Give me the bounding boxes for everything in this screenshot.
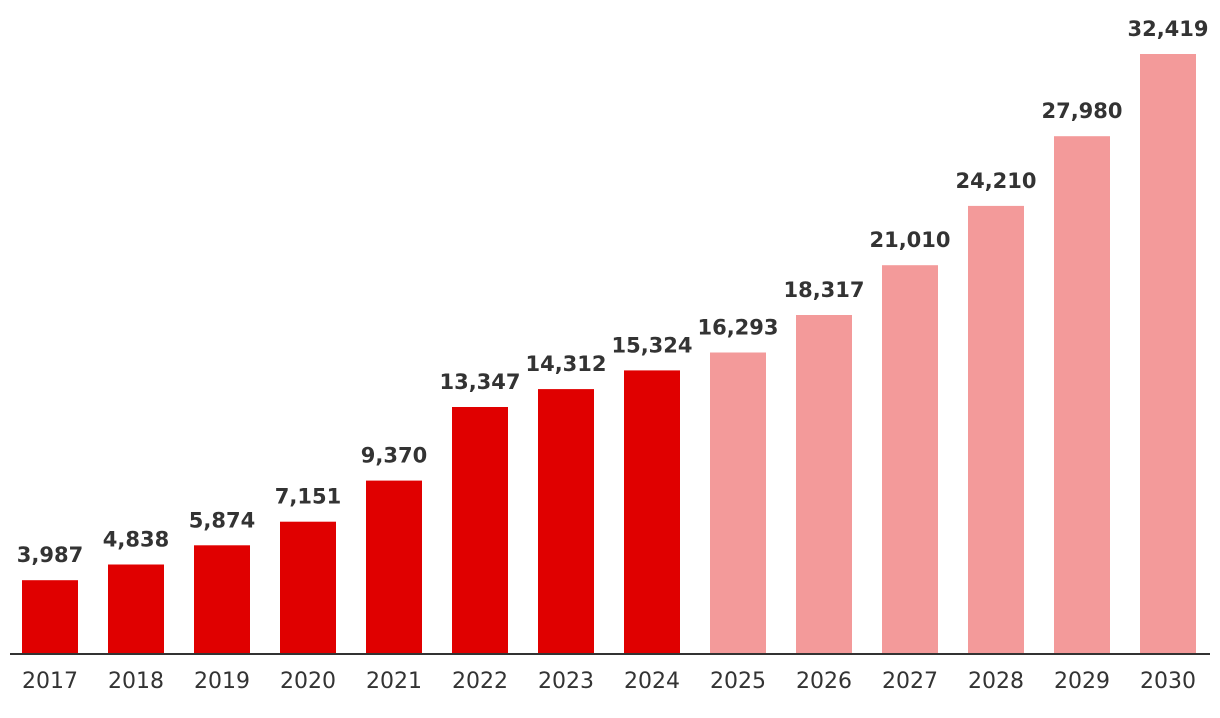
bar-2018 [108,564,164,654]
bar-2022 [452,407,508,654]
bar-2025 [710,352,766,654]
value-label-2024: 15,324 [611,333,692,357]
x-tick-label-2020: 2020 [280,669,336,694]
value-label-2023: 14,312 [525,352,606,376]
x-tick-label-2019: 2019 [194,669,250,694]
x-tick-label-2026: 2026 [796,669,852,694]
bars-group [22,54,1196,654]
x-tick-label-2017: 2017 [22,669,78,694]
value-label-2018: 4,838 [103,528,169,552]
value-labels-group: 3,987 4,838 5,874 7,151 9,370 13,34714,31215,… [17,17,1209,567]
bar-2017 [22,580,78,654]
value-label-2017: 3,987 [17,543,83,567]
x-tick-label-2030: 2030 [1140,669,1196,694]
value-label-2020: 7,151 [275,485,341,509]
x-tick-label-2024: 2024 [624,669,680,694]
x-tick-label-2029: 2029 [1054,669,1110,694]
bar-2019 [194,545,250,654]
value-label-2022: 13,347 [439,370,520,394]
value-label-2026: 18,317 [783,278,864,302]
bar-2020 [280,521,336,654]
x-tick-label-2021: 2021 [366,669,422,694]
value-label-2021: 9,370 [361,444,427,468]
x-tick-label-2028: 2028 [968,669,1024,694]
bar-2023 [538,389,594,654]
bar-2027 [882,265,938,654]
x-tick-label-2023: 2023 [538,669,594,694]
x-tick-label-2025: 2025 [710,669,766,694]
bar-2028 [968,205,1024,654]
value-label-2019: 5,874 [189,508,255,532]
bar-2026 [796,315,852,654]
value-label-2027: 21,010 [869,228,950,252]
value-label-2030: 32,419 [1127,17,1208,41]
value-label-2025: 16,293 [697,316,778,340]
value-label-2029: 27,980 [1041,99,1122,123]
bar-2030 [1140,54,1196,654]
bar-2021 [366,480,422,654]
x-tick-label-2027: 2027 [882,669,938,694]
x-tick-label-2018: 2018 [108,669,164,694]
value-label-2028: 24,210 [955,169,1036,193]
x-tick-labels-group: 2017 2018 2019 2020 2021 2022 2023 2024 2025 2026… [22,669,1196,694]
bar-2024 [624,370,680,654]
x-tick-label-2022: 2022 [452,669,508,694]
bar-2029 [1054,136,1110,654]
